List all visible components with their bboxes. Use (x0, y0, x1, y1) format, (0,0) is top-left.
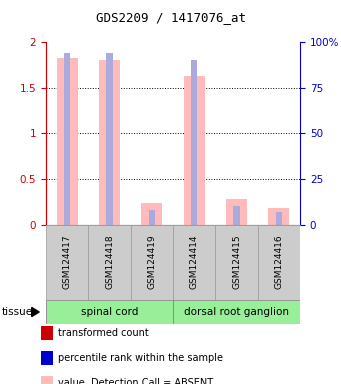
Bar (57, 58, 78, 225)
Text: GSM124417: GSM124417 (63, 235, 72, 290)
Text: tissue: tissue (2, 307, 33, 317)
Bar (268, 208, 290, 225)
Bar (64, 53, 70, 225)
Text: transformed count: transformed count (58, 328, 149, 338)
Bar (233, 207, 240, 225)
Bar (99, 61, 120, 225)
Bar (216, 225, 258, 300)
Bar (149, 210, 155, 225)
Bar (184, 76, 205, 225)
Bar (258, 225, 300, 300)
Text: percentile rank within the sample: percentile rank within the sample (58, 353, 223, 363)
Polygon shape (32, 307, 39, 316)
Bar (106, 53, 113, 225)
Text: GSM124415: GSM124415 (232, 235, 241, 290)
Text: GSM124419: GSM124419 (147, 235, 157, 290)
Bar (141, 203, 162, 225)
Text: spinal cord: spinal cord (81, 307, 138, 317)
Text: value, Detection Call = ABSENT: value, Detection Call = ABSENT (58, 378, 213, 384)
Bar (173, 300, 300, 324)
Text: GSM124414: GSM124414 (190, 235, 199, 289)
Bar (131, 225, 173, 300)
Text: GSM124418: GSM124418 (105, 235, 114, 290)
Bar (46, 300, 173, 324)
Text: GSM124416: GSM124416 (275, 235, 283, 290)
Bar (226, 199, 247, 225)
Bar (191, 61, 197, 225)
Bar (46, 225, 88, 300)
Text: GDS2209 / 1417076_at: GDS2209 / 1417076_at (95, 11, 246, 24)
Bar (88, 225, 131, 300)
Bar (276, 212, 282, 225)
Bar (173, 225, 216, 300)
Text: dorsal root ganglion: dorsal root ganglion (184, 307, 289, 317)
